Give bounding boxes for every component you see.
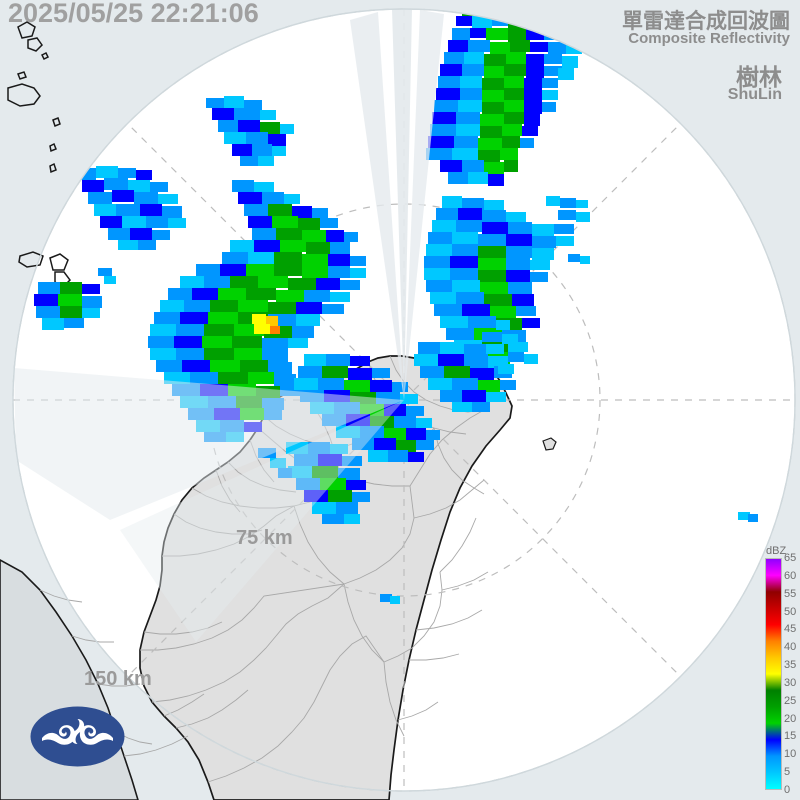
legend-tick-40: 40 — [784, 641, 797, 654]
legend-tick-45: 45 — [784, 623, 797, 636]
station-name-english: ShuLin — [727, 86, 782, 103]
legend-unit-label: dBZ — [766, 545, 787, 557]
echo-cell — [426, 9, 600, 186]
blockage-wedge-nnw — [350, 12, 404, 400]
legend-tick-35: 35 — [784, 659, 797, 672]
coverage-boundary — [12, 8, 796, 792]
dbz-color-legend[interactable]: 65 60 55 50 45 40 35 30 25 20 15 10 5 0 — [765, 553, 799, 796]
range-ring-label-75km: 75 km — [236, 527, 293, 549]
radial-45-se — [403, 399, 681, 677]
reflectivity-echo-layer — [34, 9, 758, 604]
legend-gradient-bar — [765, 558, 782, 790]
legend-tick-5: 5 — [784, 766, 791, 779]
legend-tick-25: 25 — [784, 694, 797, 707]
echo-cell — [206, 96, 294, 166]
legend-tick-0: 0 — [784, 784, 791, 796]
guishan-island — [542, 437, 557, 451]
radial-45-nw — [127, 123, 405, 401]
radial-45-sw — [127, 399, 405, 677]
legend-tick-30: 30 — [784, 676, 797, 689]
product-title-chinese: 單雷達合成回波圖 — [622, 10, 790, 33]
station-name-chinese: 樹林 — [736, 64, 782, 90]
timestamp-label: 2025/05/25 22:21:06 — [8, 0, 259, 28]
product-title-english: Composite Reflectivity — [628, 30, 790, 47]
range-ring-label-150km: 150 km — [84, 668, 152, 690]
blockage-wedge-sw — [120, 400, 404, 642]
legend-tick-55: 55 — [784, 587, 797, 600]
legend-tick-10: 10 — [784, 748, 797, 761]
legend-tick-65: 65 — [784, 552, 797, 564]
offshore-islets-group — [7, 21, 71, 288]
echo-cell — [34, 282, 102, 330]
blockage-wedge-nne — [404, 10, 444, 400]
beam-blockage-group — [14, 9, 444, 642]
blockage-wedge-wsw — [14, 368, 404, 520]
legend-tick-15: 15 — [784, 730, 797, 743]
echo-cell — [76, 166, 186, 284]
legend-tick-60: 60 — [784, 569, 797, 582]
range-ring-75km — [207, 203, 601, 597]
blockage-wedge-n — [392, 9, 412, 400]
radial-45-ne — [403, 123, 681, 401]
cwa-logo — [30, 706, 125, 767]
echo-cell — [546, 196, 590, 264]
legend-tick-20: 20 — [784, 712, 797, 725]
legend-tick-50: 50 — [784, 605, 797, 618]
echo-cell — [414, 320, 518, 412]
echo-cell — [498, 352, 758, 522]
